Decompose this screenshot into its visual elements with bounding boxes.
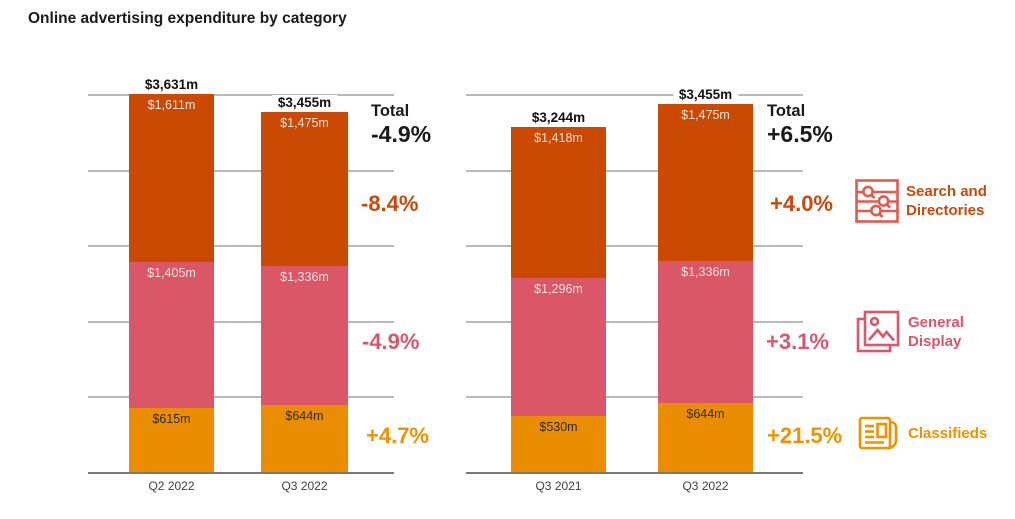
bar-total-label: $3,455m (672, 87, 739, 103)
bar-q2-2022-general-display-segment (129, 261, 214, 408)
segment-value-label: $1,336m (280, 269, 329, 284)
x-axis-label: Q2 2022 (148, 479, 195, 493)
segment-value-label: $644m (285, 409, 324, 423)
left-search-change: -8.4% (361, 191, 419, 216)
x-axis-line (466, 472, 803, 474)
legend-label: Search and Directories (906, 183, 987, 219)
right-classifieds-change: +21.5% (767, 423, 843, 448)
general-display-icon (855, 309, 901, 355)
search-directories-icon (855, 179, 899, 223)
right-total-annotation: Total +6.5% (767, 101, 833, 147)
classifieds-icon (855, 410, 901, 456)
segment-value-label: $1,475m (280, 116, 329, 131)
bar-q3-2022-general-display-segment (261, 265, 348, 405)
total-label: Total (767, 102, 806, 120)
right-search-change: +4.0% (770, 191, 833, 216)
left-total-annotation: Total -4.9% (371, 101, 431, 147)
segment-value-label: $644m (686, 407, 725, 422)
bar-q3-2021-general-display-segment (511, 277, 606, 416)
segment-value-label: $1,296m (534, 281, 583, 296)
legend-item-general-display: General Display (855, 309, 964, 355)
legend-label: General Display (908, 314, 964, 350)
legend-label: Classifieds (908, 424, 988, 442)
bar-q2-2022-search-directories-segment (129, 94, 214, 262)
gridline (88, 321, 394, 323)
gridline (466, 170, 803, 172)
x-axis-label: Q3 2021 (535, 479, 582, 493)
bar-q3-2022-general-display-segment (658, 261, 753, 404)
gridline (88, 396, 394, 398)
total-change-value: -4.9% (371, 121, 432, 147)
bar-q3-2022-search-directories-segment (658, 104, 753, 262)
legend-item-classifieds: Classifieds (855, 410, 987, 456)
gridline (466, 94, 803, 96)
segment-value-label: $1,611m (147, 98, 196, 112)
left-display-change: -4.9% (362, 329, 420, 354)
gridline (466, 245, 803, 247)
segment-value-label: $1,336m (681, 265, 730, 280)
segment-value-label: $1,405m (147, 265, 196, 280)
gridline (466, 396, 803, 398)
gridline (466, 321, 803, 323)
page-title: Online advertising expenditure by catego… (28, 10, 347, 27)
segment-value-label: $530m (539, 419, 578, 434)
bar-total-label: $3,455m (271, 95, 338, 112)
gridline (88, 94, 394, 96)
total-label: Total (371, 102, 410, 120)
right-display-change: +3.1% (766, 329, 829, 354)
gridline (88, 170, 394, 172)
bar-q3-2022-classifieds-segment (658, 403, 753, 472)
segment-value-label: $1,418m (534, 130, 583, 145)
left-classifieds-change: +4.7% (366, 423, 429, 448)
total-change-value: +6.5% (767, 121, 833, 147)
bar-q2-2022-classifieds-segment (129, 408, 214, 472)
bar-total-label: $3,631m (138, 77, 205, 93)
bar-q3-2021-search-directories-segment (511, 126, 606, 278)
bar-q3-2021-classifieds-segment (511, 415, 606, 472)
legend-item-search-directories: Search and Directories (855, 179, 987, 223)
bar-q3-2022-classifieds-segment (261, 405, 348, 472)
bar-q3-2022-search-directories-segment (261, 112, 348, 266)
gridline (88, 245, 394, 247)
segment-value-label: $1,475m (681, 108, 730, 122)
x-axis-line (88, 472, 394, 474)
x-axis-label: Q3 2022 (281, 479, 328, 493)
segment-value-label: $615m (152, 412, 191, 426)
x-axis-label: Q3 2022 (682, 479, 729, 493)
bar-total-label: $3,244m (525, 109, 592, 126)
